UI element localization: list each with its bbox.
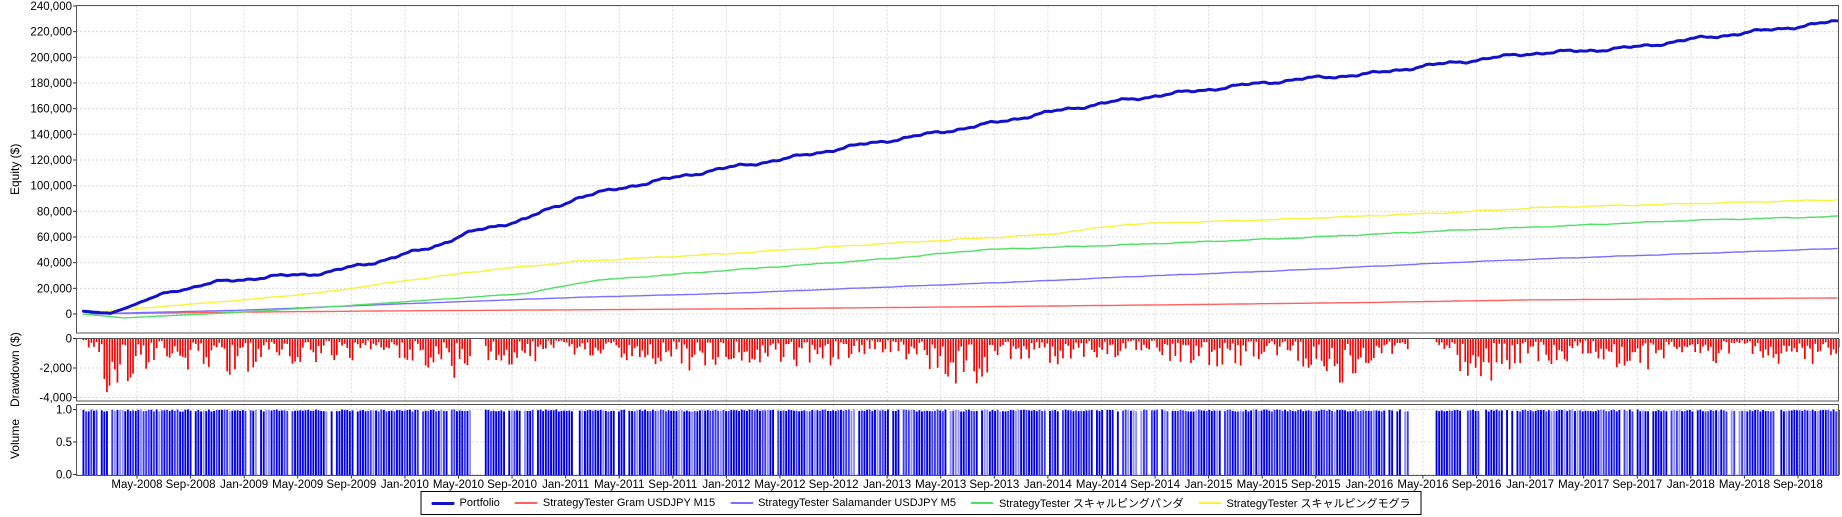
svg-text:200,000: 200,000 — [30, 52, 72, 64]
legend-line-sample — [730, 502, 754, 504]
volume-axis-title: Volume — [8, 418, 22, 460]
svg-text:Sep-2015: Sep-2015 — [1291, 479, 1341, 491]
y-axis-ticks — [73, 5, 1799, 479]
legend-line-sample — [431, 501, 455, 505]
svg-text:Sep-2012: Sep-2012 — [809, 479, 859, 491]
legend-line-sample — [514, 502, 538, 504]
svg-text:Sep-2018: Sep-2018 — [1773, 479, 1823, 491]
equity-panel-border — [76, 5, 1839, 334]
svg-text:Jan-2016: Jan-2016 — [1345, 479, 1393, 491]
svg-text:May-2015: May-2015 — [1237, 479, 1288, 491]
svg-text:Sep-2014: Sep-2014 — [1130, 479, 1180, 491]
svg-text:40,000: 40,000 — [37, 258, 72, 270]
svg-text:0.0: 0.0 — [56, 470, 72, 482]
svg-text:0: 0 — [66, 334, 72, 346]
svg-text:Sep-2008: Sep-2008 — [166, 479, 216, 491]
svg-text:120,000: 120,000 — [30, 155, 72, 167]
legend-item-0: Portfolio — [431, 497, 500, 509]
svg-text:Jan-2018: Jan-2018 — [1667, 479, 1715, 491]
svg-text:60,000: 60,000 — [37, 232, 72, 244]
svg-text:Jan-2015: Jan-2015 — [1185, 479, 1233, 491]
svg-text:Jan-2017: Jan-2017 — [1506, 479, 1554, 491]
svg-text:May-2016: May-2016 — [1397, 479, 1448, 491]
svg-text:Sep-2017: Sep-2017 — [1612, 479, 1662, 491]
svg-text:May-2008: May-2008 — [111, 479, 162, 491]
svg-text:Sep-2010: Sep-2010 — [487, 479, 537, 491]
legend-item-4: StrategyTester スキャルピングモグラ — [1198, 495, 1410, 511]
svg-text:20,000: 20,000 — [37, 283, 72, 295]
equity-axis-title: Equity ($) — [8, 143, 22, 195]
svg-text:Jan-2009: Jan-2009 — [220, 479, 268, 491]
svg-text:Jan-2013: Jan-2013 — [863, 479, 911, 491]
svg-text:May-2014: May-2014 — [1076, 479, 1128, 491]
legend-item-1: StrategyTester Gram USDJPY M15 — [514, 497, 716, 509]
svg-text:1.0: 1.0 — [56, 405, 72, 417]
svg-text:Sep-2016: Sep-2016 — [1452, 479, 1502, 491]
svg-text:180,000: 180,000 — [30, 78, 72, 90]
svg-text:May-2012: May-2012 — [754, 479, 805, 491]
equity-line-2 — [82, 247, 1838, 315]
svg-text:80,000: 80,000 — [37, 206, 72, 218]
equity-line-0 — [81, 19, 1839, 315]
drawdown-panel-border — [76, 338, 1839, 402]
svg-text:May-2009: May-2009 — [272, 479, 323, 491]
svg-text:Jan-2014: Jan-2014 — [1024, 479, 1073, 491]
svg-text:160,000: 160,000 — [30, 104, 72, 116]
legend-label: StrategyTester Salamander USDJPY M5 — [758, 497, 956, 509]
legend-label: StrategyTester Gram USDJPY M15 — [542, 497, 716, 509]
drawdown-bars — [82, 339, 1840, 393]
svg-text:Sep-2009: Sep-2009 — [326, 479, 376, 491]
svg-text:0.5: 0.5 — [56, 437, 72, 449]
equity-line-3 — [82, 215, 1838, 319]
svg-text:220,000: 220,000 — [30, 27, 72, 39]
equity-line-1 — [82, 297, 1838, 315]
legend-line-sample — [1198, 502, 1222, 504]
svg-text:Jan-2010: Jan-2010 — [381, 479, 429, 491]
legend-label: StrategyTester スキャルピングパンダ — [998, 498, 1184, 510]
svg-text:140,000: 140,000 — [30, 129, 72, 141]
legend-line-sample — [970, 502, 994, 504]
legend-item-3: StrategyTester スキャルピングパンダ — [970, 495, 1184, 511]
svg-text:Jan-2012: Jan-2012 — [702, 479, 750, 491]
svg-text:May-2018: May-2018 — [1719, 479, 1770, 491]
svg-text:May-2011: May-2011 — [594, 479, 644, 491]
drawdown-gridlines — [76, 338, 1838, 401]
y-axis-labels: 0 20,000 40,000 60,000 80,000 100,000 120,000 1… — [30, 1, 72, 482]
svg-text:-4,000: -4,000 — [39, 393, 72, 405]
svg-text:May-2013: May-2013 — [915, 479, 966, 491]
svg-text:-2,000: -2,000 — [39, 363, 72, 375]
svg-text:100,000: 100,000 — [30, 181, 72, 193]
legend-label: StrategyTester スキャルピングモグラ — [1226, 498, 1411, 510]
x-axis-labels: May-2008 Sep-2008 Jan-2009 May-2009 Sep-2009… — [111, 479, 1823, 491]
volume-panel-border — [76, 404, 1839, 476]
svg-text:0: 0 — [66, 309, 72, 321]
svg-text:Sep-2011: Sep-2011 — [648, 479, 697, 491]
legend-item-2: StrategyTester Salamander USDJPY M5 — [730, 497, 956, 509]
equity-line-4 — [82, 198, 1838, 314]
svg-text:May-2010: May-2010 — [433, 479, 484, 491]
svg-text:Jan-2011: Jan-2011 — [542, 479, 589, 491]
svg-text:May-2017: May-2017 — [1558, 479, 1609, 491]
equity-series — [81, 19, 1839, 319]
chart-legend: Portfolio StrategyTester Gram USDJPY M15 S… — [420, 491, 1422, 515]
svg-text:Sep-2013: Sep-2013 — [969, 479, 1019, 491]
svg-text:240,000: 240,000 — [30, 1, 72, 13]
volume-bars — [82, 409, 1840, 475]
legend-label: Portfolio — [459, 497, 500, 509]
